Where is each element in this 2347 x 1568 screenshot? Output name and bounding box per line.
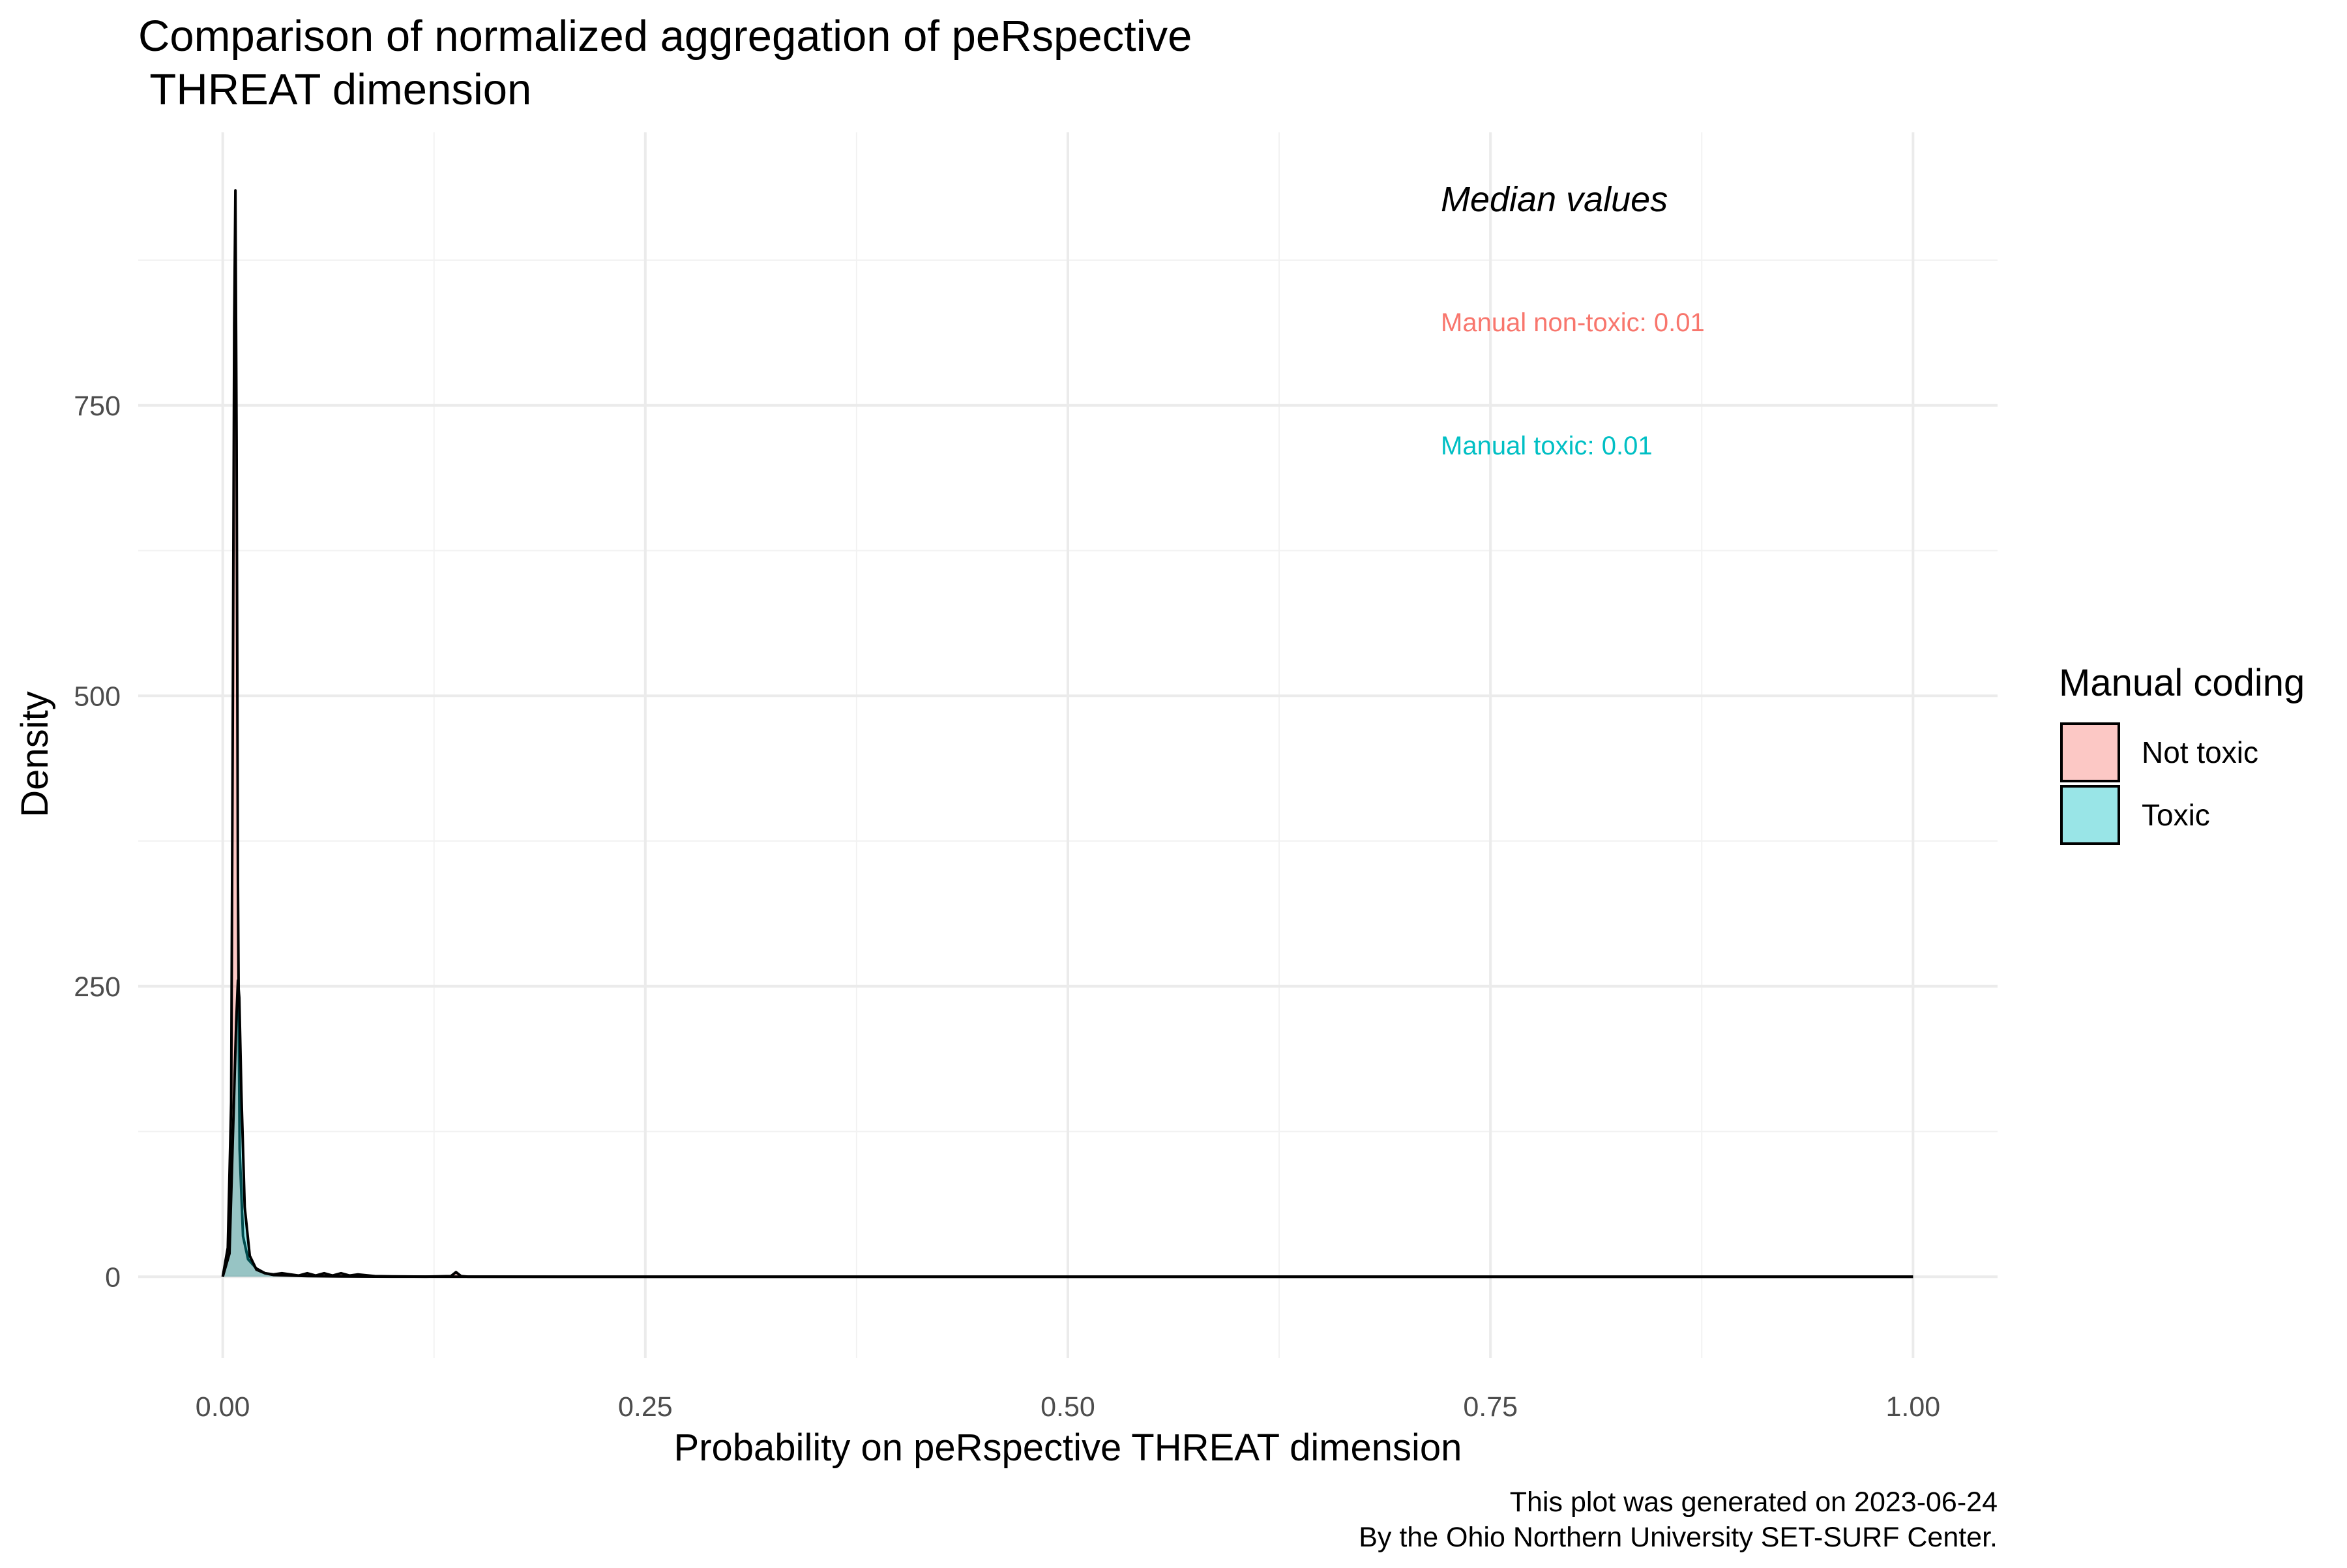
x-tick-label: 0.00 [196,1391,250,1423]
x-tick-label: 0.25 [618,1391,673,1423]
legend-label-toxic: Toxic [2142,798,2210,832]
y-tick-label: 500 [74,681,121,712]
median-toxic-label: Manual toxic: 0.01 [1441,432,1653,460]
grid-lines [138,132,1998,1358]
x-axis-label: Probability on peRspective THREAT dimens… [674,1427,1462,1469]
y-axis-ticks: 0 250 500 750 [74,391,121,1293]
x-tick-label: 0.50 [1041,1391,1095,1423]
caption-line1: This plot was generated on 2023-06-24 [1510,1487,1998,1518]
density-line-toxic [221,979,1913,1279]
x-tick-label: 0.75 [1463,1391,1518,1423]
median-non-toxic-label: Manual non-toxic: 0.01 [1441,308,1705,337]
y-tick-label: 750 [74,391,121,422]
chart-title-line1: Comparison of normalized aggregation of … [138,12,1192,61]
y-axis-label: Density [14,691,56,817]
chart-title-line2: THREAT dimension [138,65,531,114]
legend-key-not-toxic [2060,722,2120,782]
series-layer [221,189,1913,1279]
legend: Manual coding Not toxic Toxic [2059,662,2305,845]
x-axis-ticks: 0.00 0.25 0.50 0.75 1.00 [196,1391,1940,1423]
legend-key-toxic [2060,785,2120,845]
legend-title: Manual coding [2059,662,2305,704]
y-tick-label: 250 [74,971,121,1003]
legend-label-not-toxic: Not toxic [2142,735,2258,769]
x-tick-label: 1.00 [1886,1391,1941,1423]
y-tick-label: 0 [105,1262,121,1293]
median-values-heading: Median values [1441,180,1668,219]
legend-entries: Not toxic Toxic [2060,722,2258,845]
caption-line2: By the Ohio Northern University SET-SURF… [1359,1522,1998,1553]
